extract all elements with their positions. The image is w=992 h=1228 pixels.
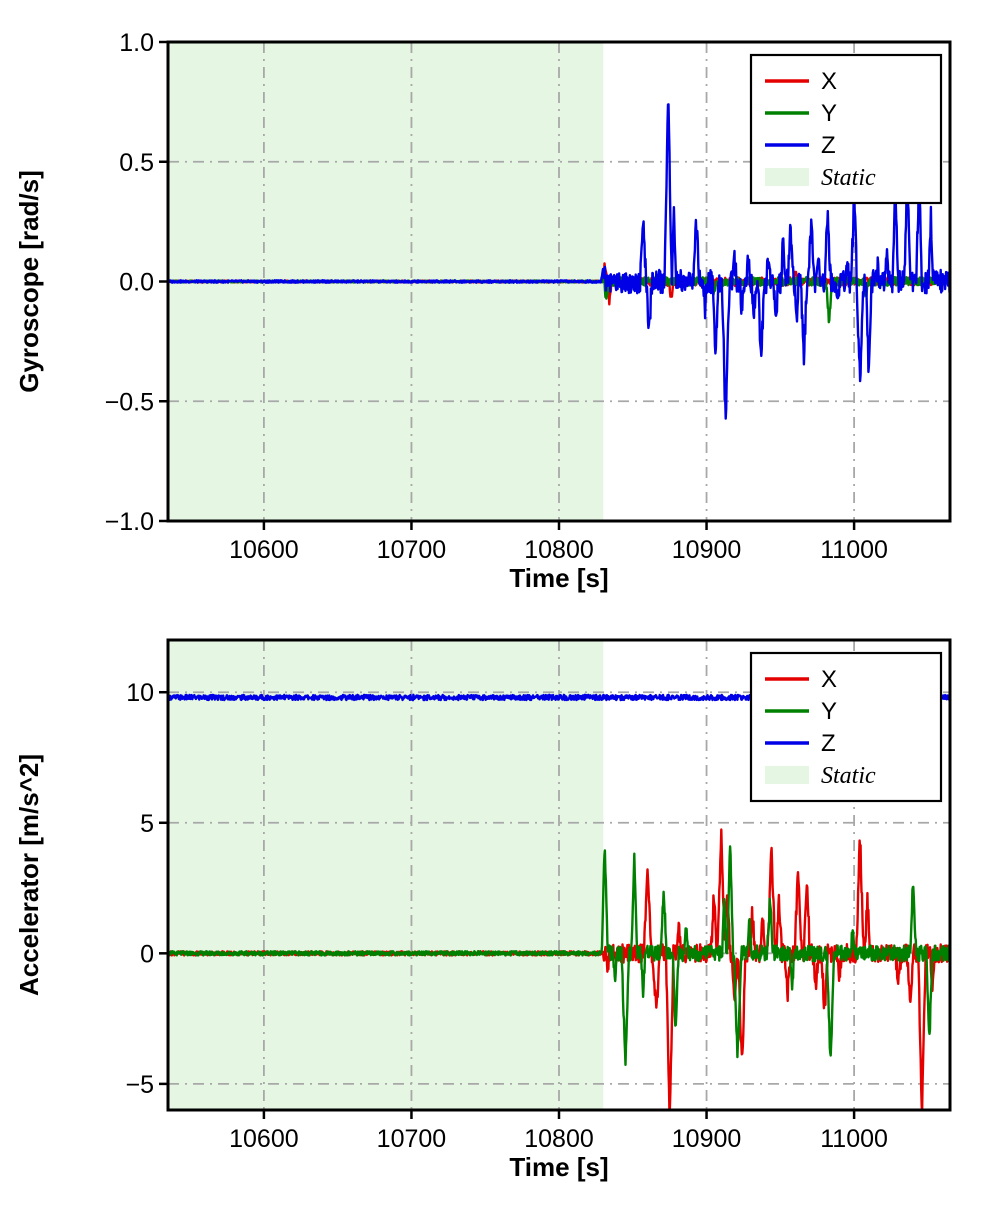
- x-axis-label: Time [s]: [509, 563, 608, 593]
- legend-sample-static: [765, 168, 809, 186]
- x-axis-label: Time [s]: [509, 1152, 608, 1182]
- series-line-y: [168, 845, 950, 1067]
- legend-label-z: Z: [821, 132, 836, 159]
- x-tick-label: 10900: [672, 1125, 742, 1153]
- x-tick-label: 10600: [229, 536, 299, 564]
- legend-label-x: X: [821, 666, 837, 693]
- x-tick-label: 11000: [820, 536, 888, 564]
- x-tick-label: 10700: [377, 536, 447, 564]
- y-tick-label: 0.0: [119, 269, 154, 297]
- x-tick-label: 10700: [377, 1125, 447, 1153]
- legend-sample-static: [765, 766, 809, 784]
- legend-label-y: Y: [821, 698, 837, 725]
- series-line-z: [168, 103, 950, 420]
- legend-label-static: Static: [821, 763, 876, 789]
- gyroscope-chart: 10600 10700 10800 10900 11000 −1.0 −0.5 0.0 0.5 1…: [14, 29, 952, 593]
- y-tick-label: −1.0: [105, 508, 154, 536]
- x-tick-label: 10600: [229, 1125, 299, 1153]
- legend-label-y: Y: [821, 100, 837, 127]
- legend-label-static: Static: [821, 165, 876, 191]
- y-tick-label: 1.0: [119, 29, 154, 57]
- static-region: [168, 640, 604, 1110]
- y-tick-label: −5: [125, 1071, 154, 1099]
- y-tick-label: 5: [140, 810, 154, 838]
- legend-label-x: X: [821, 68, 837, 95]
- x-tick-label: 10900: [672, 536, 742, 564]
- y-tick-label: 10: [126, 679, 154, 707]
- legend-label-z: Z: [821, 730, 836, 757]
- x-tick-label: 10800: [524, 536, 594, 564]
- x-tick-label: 10800: [524, 1125, 594, 1153]
- y-tick-label: 0: [140, 940, 154, 968]
- y-axis-label: Gyroscope [rad/s]: [14, 170, 44, 393]
- x-tick-label: 11000: [820, 1125, 888, 1153]
- y-tick-label: 0.5: [119, 149, 154, 177]
- y-axis-label: Accelerator [m/s^2]: [14, 754, 44, 996]
- y-tick-label: −0.5: [105, 388, 154, 416]
- accelerator-chart: 10600 10700 10800 10900 11000 −5 0 5 10 Time [s] A…: [14, 638, 952, 1182]
